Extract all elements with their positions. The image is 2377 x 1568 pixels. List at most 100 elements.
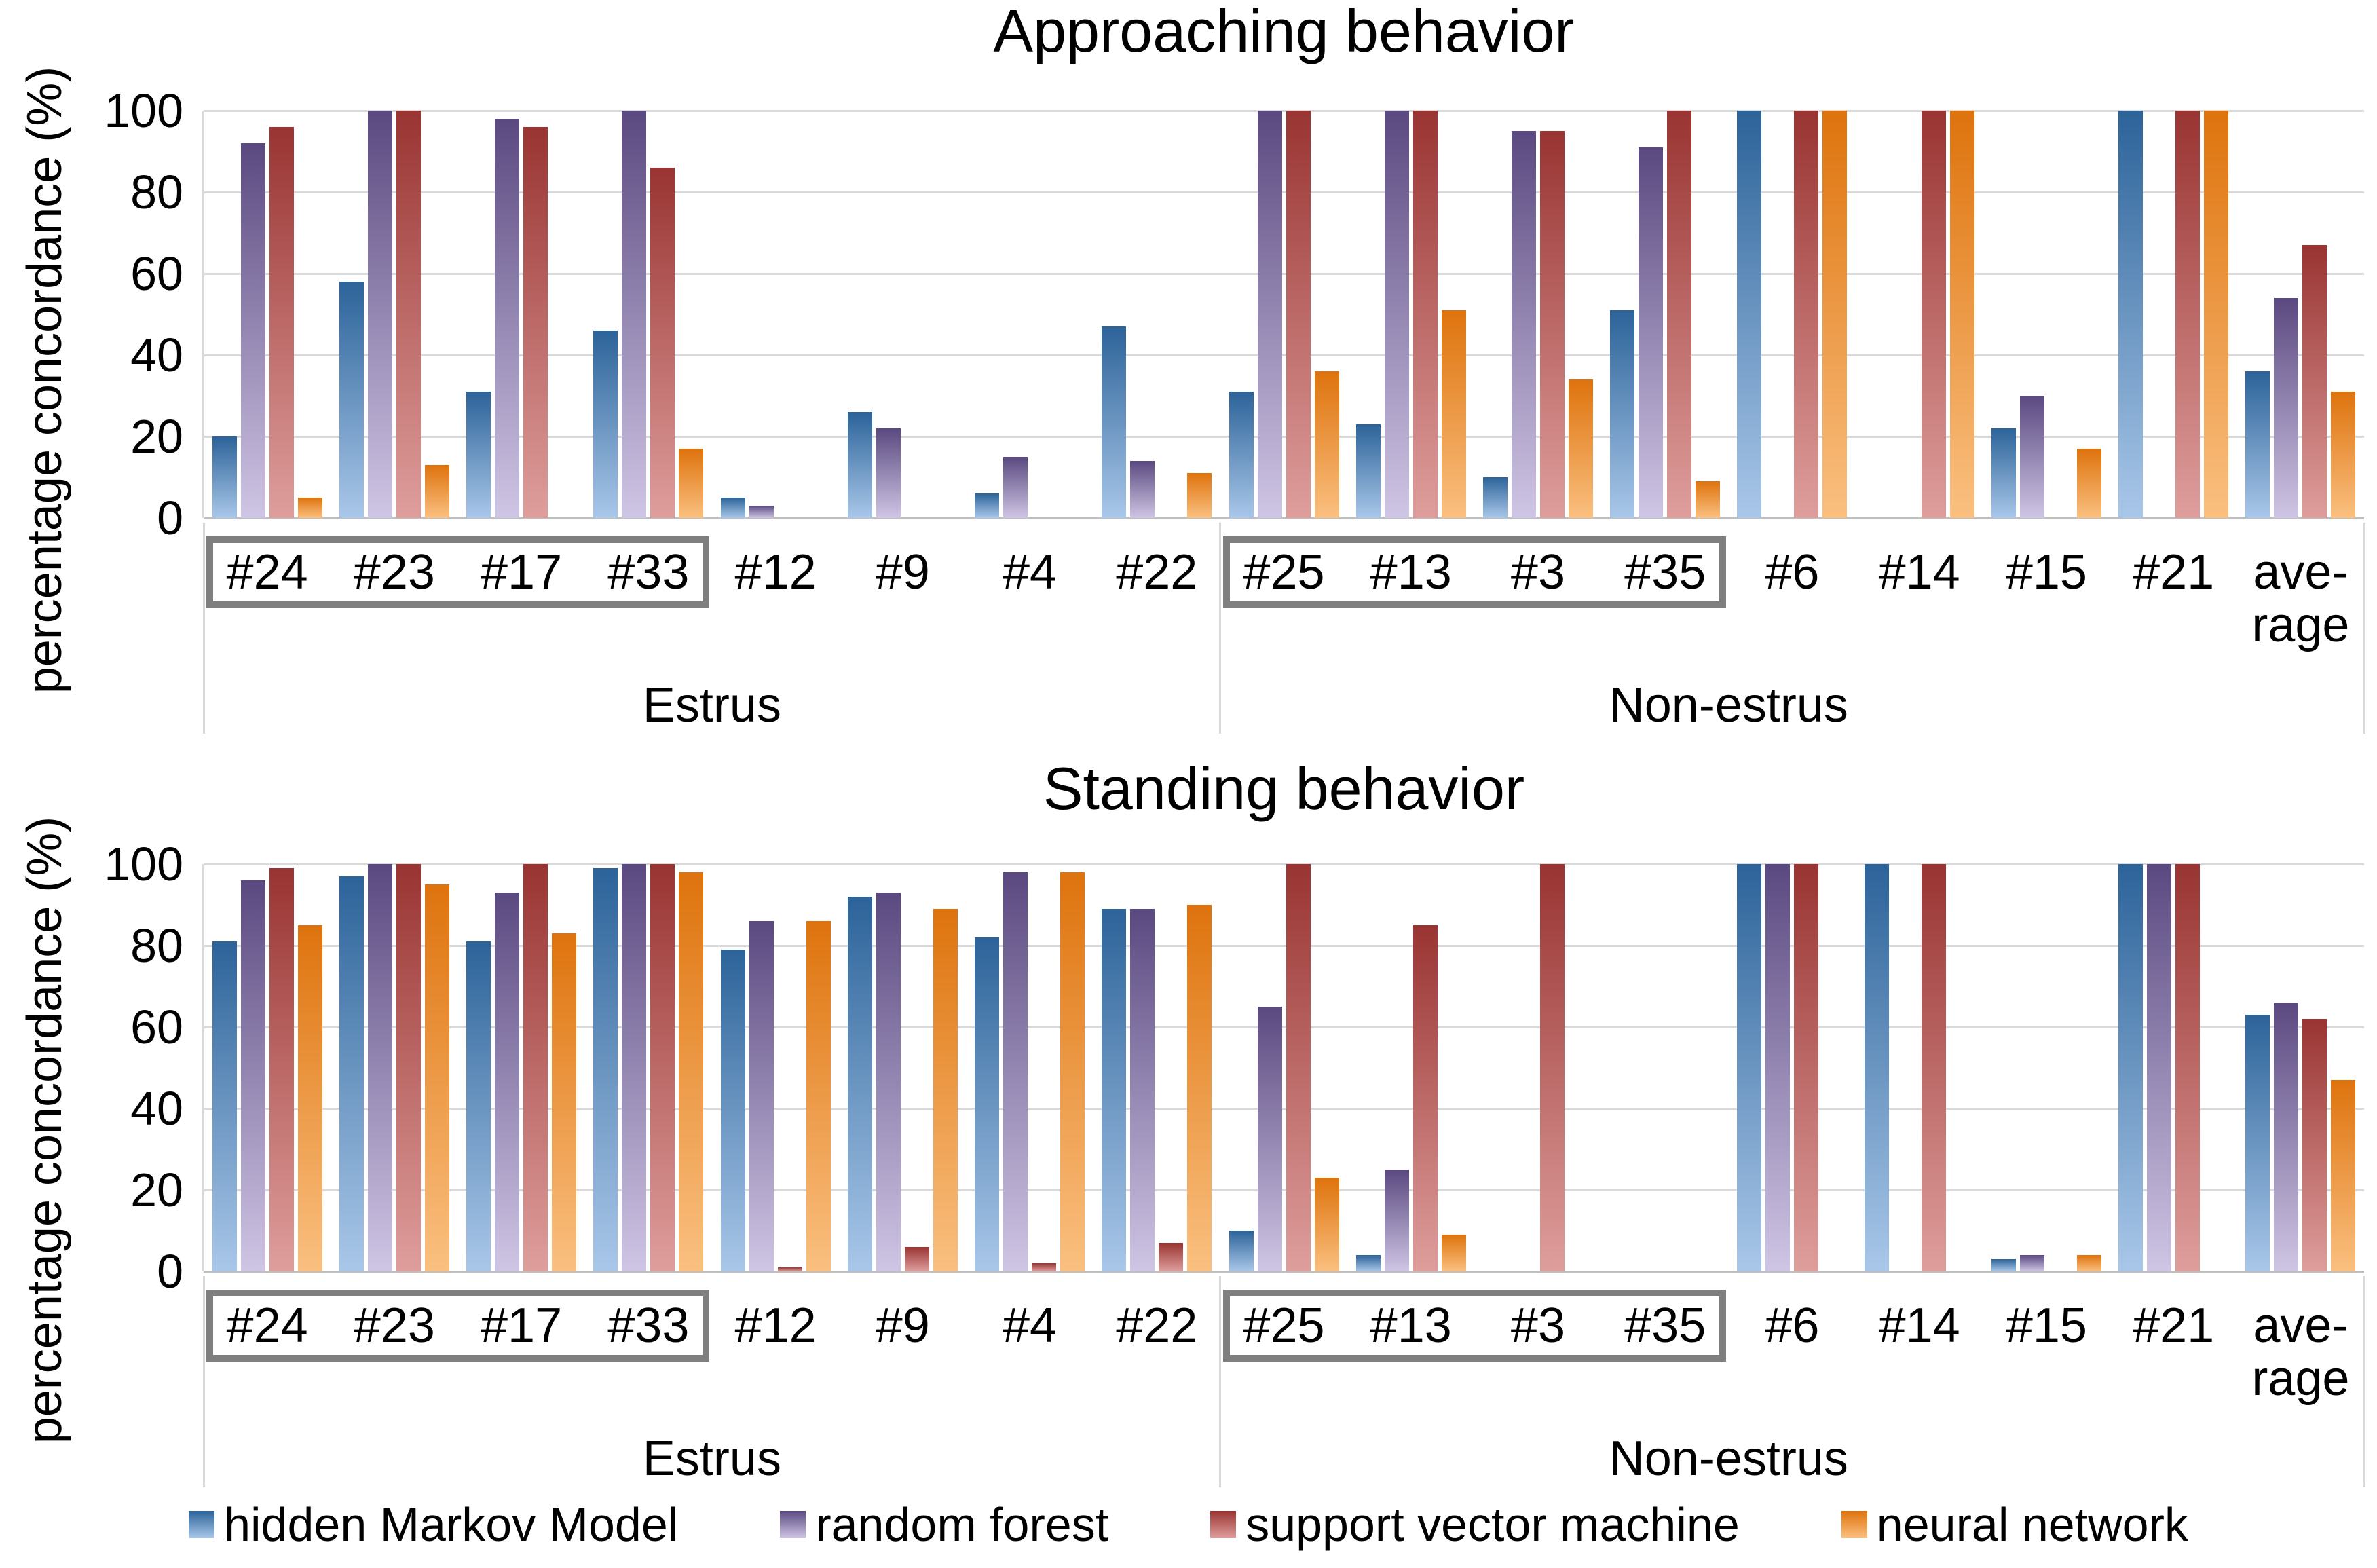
gridline-60: [204, 272, 2364, 275]
y-tick-40: 40: [130, 329, 183, 381]
bar-rf-cat10: [1511, 131, 1536, 518]
highlight-box-0: [206, 1290, 709, 1362]
bar-rf-cat6: [1003, 457, 1028, 518]
group-label-estrus: Estrus: [642, 1432, 781, 1486]
legend-swatch-svm-icon: [1210, 1511, 1237, 1538]
bar-svm-cat10: [1539, 131, 1565, 518]
bar-hmm-cat14: [1991, 1259, 2016, 1271]
legend-item-hmm: hidden Markov Model: [189, 1497, 678, 1552]
legend-swatch-rf-icon: [780, 1511, 806, 1538]
bar-svm-cat9: [1412, 925, 1438, 1271]
group-label-non-estrus: Non-estrus: [1609, 1432, 1848, 1486]
bar-hmm-cat3: [593, 331, 618, 518]
category-label-14: #14: [1878, 545, 1960, 599]
y-tick-20: 20: [130, 1163, 183, 1216]
bar-svm-cat0: [269, 868, 294, 1271]
bar-hmm-cat9: [1355, 1255, 1381, 1271]
gridline-80: [204, 944, 2364, 947]
plot-left-border: [202, 111, 204, 518]
legend-label-svm: support vector machine: [1246, 1498, 1740, 1551]
bar-nn-cat3: [679, 449, 704, 518]
bar-hmm-cat10: [1482, 477, 1508, 518]
bar-rf-cat14: [2019, 1255, 2044, 1271]
highlight-box-0: [206, 536, 709, 608]
bar-rf-cat16: [2274, 1003, 2299, 1271]
bar-nn-cat14: [2076, 449, 2101, 518]
category-label-25: #25: [1243, 1299, 1325, 1353]
bar-hmm-cat4: [720, 498, 745, 518]
bar-rf-cat3: [622, 864, 647, 1271]
bar-hmm-cat8: [1229, 1231, 1254, 1271]
bar-svm-cat13: [1921, 111, 1946, 518]
bar-hmm-cat4: [720, 950, 745, 1271]
category-label-17: #17: [481, 1299, 563, 1353]
category-label-25: #25: [1243, 545, 1325, 599]
bar-nn-cat16: [2331, 1080, 2356, 1271]
category-label-12: #12: [734, 1299, 817, 1353]
bar-svm-cat10: [1539, 864, 1565, 1271]
legend-swatch-hmm-icon: [189, 1511, 215, 1538]
bar-rf-cat4: [749, 506, 774, 518]
category-label-35: #35: [1624, 1299, 1706, 1353]
bar-svm-cat12: [1794, 111, 1819, 518]
bar-rf-cat6: [1003, 872, 1028, 1271]
bar-nn-cat15: [2204, 111, 2229, 518]
bar-rf-cat16: [2274, 298, 2299, 518]
bar-rf-cat7: [1130, 909, 1155, 1271]
bar-nn-cat1: [424, 465, 449, 518]
bar-svm-cat3: [650, 168, 675, 518]
bar-hmm-cat3: [593, 868, 618, 1271]
bar-hmm-cat8: [1229, 392, 1254, 518]
bar-svm-cat0: [269, 127, 294, 518]
y-tick-60: 60: [130, 1001, 183, 1053]
y-tick-60: 60: [130, 247, 183, 300]
bar-rf-cat11: [1639, 147, 1664, 518]
axis-divider-0: [202, 1276, 205, 1487]
bar-svm-cat8: [1286, 864, 1311, 1271]
bar-svm-cat15: [2175, 864, 2201, 1271]
gridline-40: [204, 354, 2364, 356]
bar-nn-cat2: [552, 933, 577, 1271]
bar-svm-cat5: [904, 1247, 929, 1271]
category-label-33: #33: [607, 545, 690, 599]
bar-nn-cat14: [2076, 1255, 2101, 1271]
category-label-24: #24: [226, 545, 308, 599]
bar-rf-cat12: [1765, 864, 1791, 1271]
category-label-33: #33: [607, 1299, 690, 1353]
bar-svm-cat4: [777, 1267, 802, 1271]
bar-hmm-cat15: [2118, 864, 2144, 1271]
category-label-15: #15: [2005, 545, 2087, 599]
bar-nn-cat11: [1696, 481, 1721, 518]
gridline-80: [204, 191, 2364, 193]
highlight-box-1: [1222, 1290, 1726, 1362]
category-label-4: #4: [1002, 1299, 1058, 1353]
bar-rf-cat8: [1257, 1007, 1282, 1271]
bar-hmm-cat13: [1864, 864, 1889, 1271]
bar-svm-cat1: [396, 111, 421, 518]
bar-svm-cat8: [1286, 111, 1311, 518]
bar-rf-cat7: [1130, 461, 1155, 518]
bar-svm-cat7: [1159, 1243, 1184, 1271]
axis-divider-1: [1219, 523, 1222, 734]
axis-divider-1: [1219, 1276, 1222, 1487]
category-label-22: #22: [1116, 545, 1198, 599]
bar-nn-cat0: [297, 498, 322, 518]
bar-rf-cat9: [1384, 1170, 1409, 1271]
group-label-estrus: Estrus: [642, 678, 781, 732]
bar-hmm-cat0: [212, 941, 237, 1271]
bar-hmm-cat14: [1991, 428, 2016, 518]
bar-rf-cat14: [2019, 396, 2044, 518]
gridline-0: [204, 1270, 2364, 1273]
bar-hmm-cat6: [975, 937, 1000, 1271]
category-label-15: #15: [2005, 1299, 2087, 1353]
bar-hmm-cat7: [1102, 909, 1127, 1271]
axis-divider-2: [2363, 523, 2365, 734]
bar-nn-cat12: [1822, 111, 1848, 518]
bar-rf-cat5: [876, 428, 901, 518]
bar-hmm-cat16: [2245, 371, 2270, 518]
category-label-12: #12: [734, 545, 817, 599]
bar-nn-cat9: [1441, 1235, 1466, 1271]
bar-rf-cat0: [240, 880, 265, 1271]
axis-divider-0: [202, 523, 205, 734]
